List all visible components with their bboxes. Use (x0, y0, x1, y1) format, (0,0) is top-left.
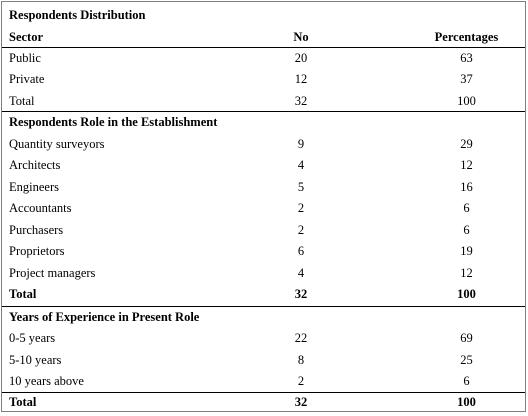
row-no: 2 (297, 374, 305, 388)
row-label: Purchasers (9, 222, 64, 237)
row-pct: 12 (460, 265, 473, 280)
row-label: Quantity surveyors (9, 136, 105, 151)
row-pct: 63 (460, 50, 473, 65)
section-rule (2, 305, 525, 307)
row-no: 6 (297, 244, 305, 258)
row-label: 10 years above (9, 374, 84, 388)
row-no: 9 (297, 136, 305, 151)
table-row: 10 years above 2 6 (2, 371, 525, 393)
total-rule (2, 392, 525, 393)
row-no: 32 (294, 287, 308, 301)
row-pct: 6 (463, 374, 470, 388)
row-label: 0-5 years (9, 331, 56, 345)
row-label: Project managers (9, 265, 96, 280)
table-row: Quantity surveyors 9 29 (2, 134, 525, 156)
row-pct: 12 (460, 158, 473, 172)
header-percentages: Percentages (434, 29, 499, 44)
row-label: Engineers (9, 179, 59, 194)
row-label: Accountants (9, 201, 72, 215)
row-no: 32 (294, 394, 308, 409)
section-title: Respondents Distribution (9, 8, 146, 22)
table-row: 0-5 years 22 69 (2, 328, 525, 350)
row-label: Private (9, 72, 45, 86)
table-row: Engineers 5 16 (2, 177, 525, 199)
row-label: Public (9, 50, 41, 65)
row-pct: 100 (457, 287, 476, 301)
row-pct: 25 (460, 352, 473, 367)
row-no: 4 (297, 265, 305, 280)
table-row: Private 12 37 (2, 69, 525, 91)
row-label: Total (9, 93, 35, 108)
column-header-row: Sector No Percentages (2, 27, 525, 49)
header-no: No (293, 29, 309, 44)
section-title-row: Years of Experience in Present Role (2, 307, 525, 329)
row-no: 4 (297, 158, 305, 172)
table-row: Proprietors 6 19 (2, 241, 525, 263)
table-row: Public 20 63 (2, 48, 525, 70)
header-rule (2, 47, 525, 48)
section-title: Years of Experience in Present Role (9, 309, 200, 324)
row-pct: 19 (460, 244, 473, 258)
row-pct: 100 (457, 93, 476, 108)
header-sector: Sector (9, 29, 44, 44)
row-no: 22 (294, 331, 308, 345)
section-title: Respondents Role in the Establishment (9, 115, 218, 129)
row-label: Architects (9, 158, 61, 172)
row-pct: 16 (460, 179, 473, 194)
row-no: 32 (294, 93, 308, 108)
row-pct: 29 (460, 136, 473, 151)
row-pct: 6 (463, 201, 470, 215)
table-row: Accountants 2 6 (2, 198, 525, 220)
row-no: 12 (294, 72, 308, 86)
table-row: Purchasers 2 6 (2, 220, 525, 242)
row-pct: 37 (460, 72, 473, 86)
table-row: Architects 4 12 (2, 155, 525, 177)
total-row: Total 32 100 (2, 392, 525, 414)
row-pct: 6 (463, 222, 470, 237)
section-title-row: Respondents Role in the Establishment (2, 112, 525, 134)
row-pct: 69 (460, 331, 473, 345)
row-no: 20 (294, 50, 308, 65)
table-row: Total 32 100 (2, 91, 525, 113)
row-label: 5-10 years (9, 352, 62, 367)
row-label: Proprietors (9, 244, 65, 258)
section-title-row: Respondents Distribution (2, 5, 525, 27)
table-row: Project managers 4 12 (2, 263, 525, 285)
total-row: Total 32 100 (2, 284, 525, 306)
section-rule (2, 111, 525, 112)
row-no: 8 (297, 352, 305, 367)
row-pct: 100 (457, 394, 476, 409)
row-label: Total (9, 287, 37, 301)
row-no: 5 (297, 179, 305, 194)
row-label: Total (9, 394, 37, 409)
row-no: 2 (297, 201, 305, 215)
table-row: 5-10 years 8 25 (2, 350, 525, 372)
row-no: 2 (297, 222, 305, 237)
